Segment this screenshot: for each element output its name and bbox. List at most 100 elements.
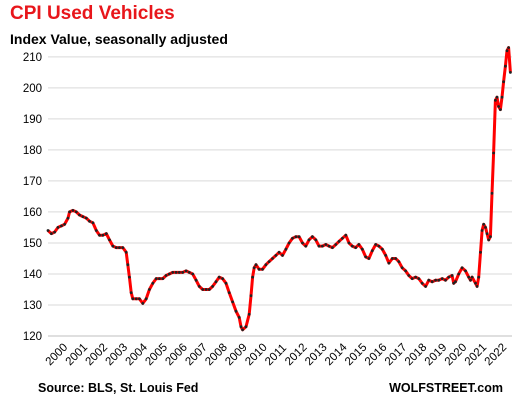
- y-tick-label: 140: [23, 269, 42, 281]
- data-point: [267, 260, 271, 263]
- data-point: [444, 278, 447, 282]
- x-tick-label: 2005: [143, 342, 170, 369]
- data-point: [507, 46, 510, 49]
- data-point: [53, 230, 56, 234]
- data-point: [94, 229, 98, 232]
- data-point: [151, 281, 155, 285]
- data-point: [374, 243, 378, 246]
- data-point: [420, 281, 424, 285]
- data-point: [171, 271, 175, 274]
- data-point: [129, 291, 133, 294]
- y-tick-label: 180: [23, 145, 42, 157]
- data-point: [71, 209, 75, 212]
- data-point: [482, 222, 486, 226]
- data-point: [450, 274, 454, 277]
- x-tick-label: 2001: [64, 342, 91, 369]
- x-tick-label: 2017: [383, 342, 410, 369]
- data-point: [214, 280, 218, 284]
- data-point: [314, 238, 318, 242]
- data-point: [187, 271, 191, 274]
- data-point: [324, 243, 328, 246]
- data-point: [217, 275, 221, 279]
- x-tick-label: 2011: [263, 342, 289, 368]
- data-point: [124, 250, 128, 254]
- data-point: [341, 236, 344, 240]
- data-point: [490, 191, 494, 195]
- data-point: [284, 247, 288, 251]
- data-point: [231, 300, 235, 304]
- data-point: [164, 274, 168, 277]
- data-point: [387, 261, 391, 265]
- x-tick-label: 2021: [463, 342, 490, 369]
- data-point: [56, 226, 60, 229]
- data-point: [207, 288, 211, 291]
- data-point: [174, 271, 178, 274]
- data-point: [457, 272, 461, 276]
- data-point: [227, 291, 231, 294]
- data-point: [291, 236, 294, 240]
- data-point: [154, 277, 158, 280]
- data-point: [390, 257, 394, 260]
- data-point: [327, 244, 331, 248]
- x-tick-label: 2012: [283, 342, 310, 369]
- data-point: [204, 288, 208, 291]
- data-point: [480, 229, 484, 232]
- data-point: [287, 241, 291, 245]
- data-point: [98, 233, 101, 237]
- data-point: [63, 222, 66, 226]
- x-tick-label: 2003: [104, 342, 131, 369]
- data-point: [447, 275, 451, 279]
- brand-label: WOLFSTREET.com: [389, 381, 503, 395]
- y-tick-label: 200: [23, 83, 42, 95]
- data-point: [470, 275, 474, 279]
- x-tick-label: 2006: [163, 342, 190, 369]
- data-point: [271, 257, 274, 260]
- data-point: [118, 246, 121, 250]
- x-tick-label: 2007: [183, 342, 210, 369]
- data-point: [497, 105, 500, 108]
- data-point: [454, 280, 457, 284]
- x-tick-label: 2002: [84, 342, 111, 369]
- data-point: [201, 288, 205, 291]
- data-point: [194, 278, 198, 282]
- data-point: [131, 297, 135, 301]
- data-point: [311, 235, 314, 239]
- data-point: [197, 285, 201, 288]
- x-tick-label: 2016: [363, 342, 390, 369]
- data-point: [191, 272, 195, 276]
- data-point: [224, 281, 228, 285]
- data-point: [134, 297, 138, 301]
- data-point: [307, 238, 311, 242]
- data-point: [50, 232, 53, 236]
- data-point: [502, 80, 505, 84]
- data-point: [500, 95, 504, 99]
- data-point: [239, 325, 243, 329]
- data-point: [427, 278, 431, 282]
- y-tick-label: 120: [23, 331, 42, 343]
- data-point: [414, 275, 417, 279]
- y-tick-label: 170: [23, 176, 42, 188]
- data-point: [350, 244, 354, 248]
- data-point: [126, 263, 130, 267]
- data-point: [487, 238, 491, 242]
- data-point: [114, 246, 118, 250]
- data-point: [74, 210, 78, 214]
- data-point: [397, 260, 401, 263]
- data-point: [380, 247, 384, 251]
- x-tick-label: 2014: [323, 341, 350, 368]
- data-point: [161, 277, 165, 280]
- data-point: [121, 246, 125, 250]
- data-point: [504, 64, 507, 68]
- data-point: [321, 244, 324, 248]
- data-point: [68, 210, 71, 214]
- data-point: [404, 269, 407, 273]
- data-point: [277, 250, 281, 254]
- data-point: [360, 247, 364, 251]
- data-point: [241, 328, 245, 332]
- data-point: [138, 297, 141, 301]
- data-point: [66, 216, 70, 220]
- data-point: [184, 269, 188, 273]
- data-point: [60, 224, 63, 228]
- data-point: [331, 246, 334, 250]
- data-point: [301, 241, 304, 245]
